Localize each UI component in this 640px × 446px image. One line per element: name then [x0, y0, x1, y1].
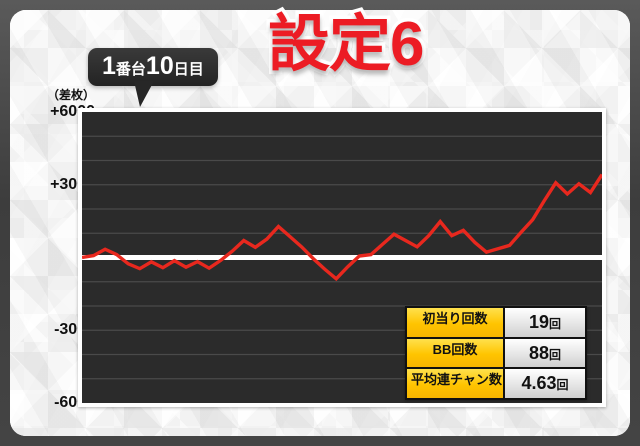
stats-label: BB回数 [407, 338, 503, 367]
stats-value-unit: 回 [549, 347, 562, 362]
stats-value-unit: 回 [549, 317, 562, 331]
page-title: 設定6 [264, 10, 428, 79]
y-axis-unit-label: （差枚） [46, 88, 95, 102]
stats-row: BB回数 88回 [407, 336, 585, 367]
stats-value-number: 19 [528, 312, 549, 332]
stats-label: 初当り回数 [407, 308, 503, 337]
stats-table: 初当り回数 19回 BB回数 88回 平均連チャン数 4.63回 [405, 306, 587, 400]
bubble-tail-icon [134, 81, 154, 107]
stats-value: 4.63回 [503, 369, 585, 398]
day-number-unit: 日目 [173, 61, 204, 78]
stats-value: 88回 [503, 338, 585, 367]
chart-series-line [82, 175, 602, 279]
machine-number-unit: 番台 [115, 61, 146, 78]
stats-row: 平均連チャン数 4.63回 [407, 367, 585, 398]
stats-label: 平均連チャン数 [407, 369, 503, 398]
stats-value: 19回 [503, 308, 585, 337]
stats-value-number: 88 [528, 342, 549, 363]
stats-row: 初当り回数 19回 [407, 308, 585, 337]
day-number: 10 [145, 52, 174, 80]
machine-number: 1 [102, 52, 116, 80]
machine-day-badge: 1番台10日目 [88, 48, 218, 107]
stats-value-number: 4.63 [521, 373, 557, 393]
stats-value-unit: 回 [556, 378, 569, 392]
